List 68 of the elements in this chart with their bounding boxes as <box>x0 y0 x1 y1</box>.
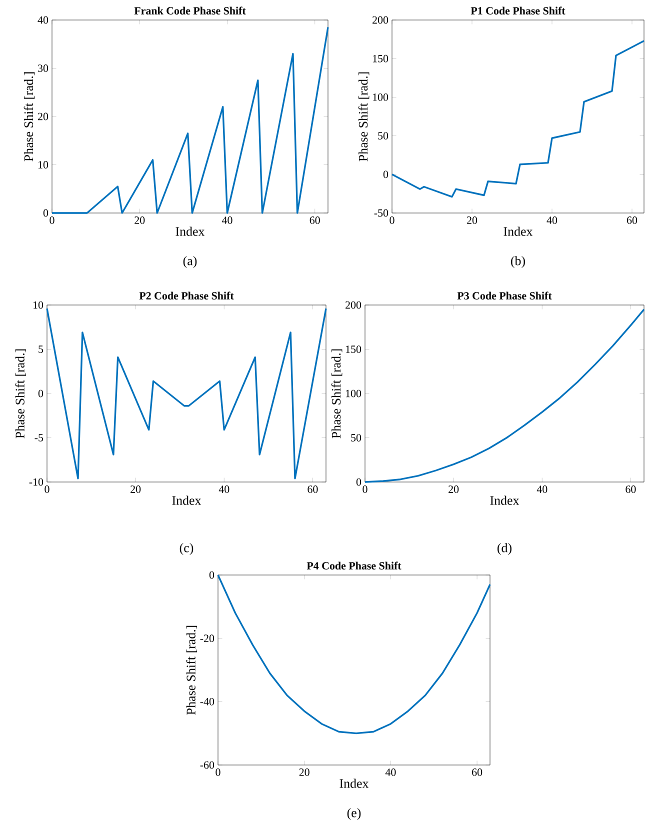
x-tick-label: 60 <box>626 486 636 493</box>
x-tick-label: 40 <box>385 768 396 776</box>
y-tick-label: 10 <box>33 301 44 309</box>
x-tick-label: 0 <box>390 216 394 224</box>
y-tick-label: 50 <box>378 132 388 140</box>
x-tick-label: 60 <box>308 486 318 493</box>
x-tick-label: 20 <box>130 486 141 493</box>
y-tick-label: 20 <box>38 112 48 120</box>
y-tick-label: 200 <box>372 16 388 24</box>
text: (b) <box>511 256 525 268</box>
x-axis-title: Index <box>504 226 533 236</box>
x-tick-label: 40 <box>218 486 230 493</box>
x-axis-title: Index <box>172 496 202 505</box>
x-tick-label: 0 <box>50 216 54 224</box>
text: (a) <box>183 256 197 268</box>
x-tick-label: 0 <box>216 768 220 776</box>
y-tick-label: 100 <box>373 94 388 101</box>
line-series <box>364 308 645 483</box>
line-series <box>391 40 645 198</box>
y-tick-label: 100 <box>346 390 362 398</box>
y-tick-label: -10 <box>29 478 44 486</box>
chart-title: P4 Code Phase Shift <box>306 562 402 570</box>
y-tick-label: 0 <box>43 209 48 217</box>
y-tick-label: 5 <box>38 346 44 353</box>
y-tick-label: 40 <box>38 16 48 24</box>
text: (e) <box>347 808 361 820</box>
x-tick-label: 20 <box>299 768 310 776</box>
line-series <box>46 308 327 480</box>
y-tick-label: -60 <box>200 761 214 769</box>
y-tick-label: 30 <box>38 64 48 72</box>
y-tick-label: 50 <box>351 434 362 442</box>
text: (d) <box>498 543 512 555</box>
y-tick-label: 200 <box>346 301 362 309</box>
x-axis-title: Index <box>176 226 205 236</box>
chart-title: P2 Code Phase Shift <box>139 292 234 300</box>
y-tick-label: 150 <box>373 54 388 62</box>
x-tick-label: 40 <box>536 486 548 493</box>
x-tick-label: 60 <box>310 216 320 224</box>
x-tick-label: 20 <box>467 216 478 224</box>
x-tick-label: 0 <box>362 486 368 493</box>
y-tick-label: -40 <box>200 698 214 706</box>
y-tick-label: -5 <box>34 434 44 442</box>
y-tick-label: 0 <box>383 170 388 178</box>
x-tick-label: 20 <box>448 486 459 493</box>
x-tick-label: 40 <box>546 216 558 224</box>
y-tick-label: -50 <box>374 209 388 217</box>
x-tick-label: 40 <box>222 216 232 224</box>
y-tick-label: 0 <box>209 571 214 579</box>
y-tick-label: 10 <box>38 161 48 168</box>
y-axis-title: Phase Shift [rad.] <box>15 349 26 438</box>
y-axis-title: Phase Shift [rad.] <box>24 72 35 162</box>
y-tick-label: 0 <box>356 478 362 486</box>
x-tick-label: 60 <box>472 768 482 776</box>
y-axis-title: Phase Shift [rad.] <box>358 72 370 162</box>
x-axis-title: Index <box>340 778 369 788</box>
line-series <box>217 574 491 734</box>
text: (c) <box>180 543 194 555</box>
chart-title: P3 Code Phase Shift <box>457 292 552 300</box>
x-tick-label: 60 <box>626 216 638 224</box>
x-axis-title: Index <box>490 496 520 505</box>
y-axis-title: Phase Shift [rad.] <box>331 349 342 438</box>
y-tick-label: 150 <box>346 346 362 353</box>
x-tick-label: 20 <box>134 216 145 224</box>
y-tick-label: 0 <box>38 390 44 398</box>
chart-title: P1 Code Phase Shift <box>470 6 566 15</box>
chart-title: Frank Code Phase Shift <box>134 6 246 15</box>
y-tick-label: -20 <box>200 634 214 642</box>
y-axis-title: Phase Shift [rad.] <box>186 626 198 715</box>
